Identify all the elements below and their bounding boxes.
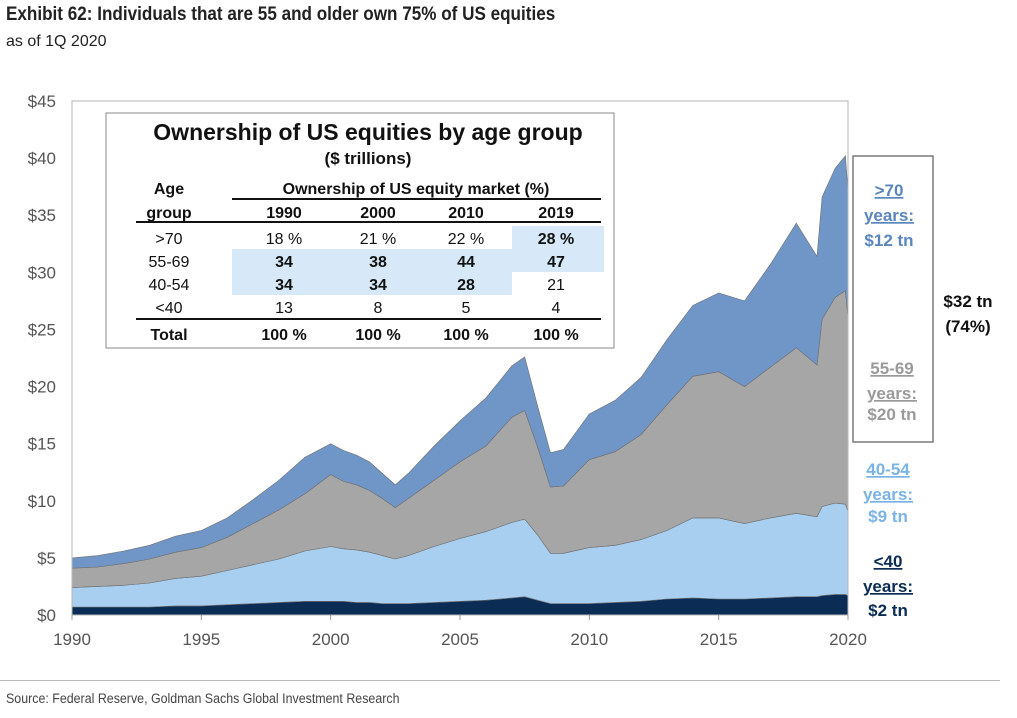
x-tick-label: 1995 [182,630,220,649]
source-divider [0,680,1000,681]
side-label-gt70: years: [864,206,914,225]
ownership-cell: 47 [547,254,565,271]
y-tick-label: $15 [28,435,56,454]
y-tick-label: $25 [28,320,56,339]
side-label-total: $32 tn [943,292,992,311]
ownership-cell: 18 % [266,231,302,248]
highlight-cell [512,249,604,272]
year-header: 1990 [266,205,302,222]
total-cell: 100 % [355,327,400,344]
year-header: 2019 [538,205,574,222]
side-label-a40_54: years: [863,485,913,504]
x-tick-label: 2005 [441,630,479,649]
side-label-lt40: <40 [874,552,903,571]
side-label-gt70: $12 tn [864,231,913,250]
ownership-cell: 34 [275,254,293,271]
side-label-total: (74%) [945,317,990,336]
ownership-cell: 34 [275,277,293,294]
ownership-cell: 38 [369,254,387,271]
year-header: 2010 [448,205,484,222]
total-cell: 100 % [533,327,578,344]
ownership-header: Ownership of US equity market (%) [283,181,550,198]
ownership-cell: 34 [369,277,387,294]
y-tick-label: $5 [37,549,56,568]
x-tick-label: 1990 [53,630,91,649]
y-axis-ticks: $0 $5 $10 $15 $20 $25 $30 $35 $40 $45 [28,92,56,625]
age-group-label: 55-69 [149,254,190,271]
ownership-cell: 13 [275,300,293,317]
ownership-cell: 28 % [538,231,574,248]
highlight-cell [512,226,604,249]
x-tick-label: 2020 [829,630,867,649]
callout-box [852,155,934,443]
ownership-cell: 5 [462,300,471,317]
x-tick-label: 2000 [312,630,350,649]
y-tick-label: $40 [28,149,56,168]
side-label-a40_54: 40-54 [866,460,910,479]
total-cell: 100 % [443,327,488,344]
x-tick-label: 2015 [700,630,738,649]
inset-table-title: Ownership of US equities by age group [153,119,582,145]
x-tick-label: 2010 [570,630,608,649]
highlight-cell [232,249,323,272]
side-label-a55_69: years: [867,384,917,403]
highlight-cell [323,272,416,295]
age-group-label: >70 [155,231,182,248]
highlight-cell [416,272,512,295]
y-tick-label: $30 [28,263,56,282]
stacked-area-chart: $0 $5 $10 $15 $20 $25 $30 $35 $40 $45 1990 1995 200… [28,92,993,649]
age-header: group [146,205,192,222]
exhibit-title: Exhibit 62: Individuals that are 55 and … [6,4,556,25]
age-header: Age [154,181,184,198]
y-tick-label: $20 [28,378,56,397]
inset-table-subtitle: ($ trillions) [325,149,412,168]
highlight-cell [232,272,323,295]
age-group-label: <40 [155,300,182,317]
total-label: Total [150,327,187,344]
year-header: 2000 [360,205,396,222]
side-label-lt40: $2 tn [868,601,908,620]
y-tick-label: $0 [37,606,56,625]
y-tick-label: $45 [28,92,56,111]
side-labels: >70 years: $12 tn 55-69 years: $20 tn 40-54 yea… [863,181,993,620]
side-label-a55_69: 55-69 [870,359,913,378]
ownership-cell: 44 [457,254,475,271]
highlight-cell [323,249,416,272]
ownership-cell: 21 [547,277,565,294]
age-group-label: 40-54 [149,277,190,294]
source-note: Source: Federal Reserve, Goldman Sachs G… [6,691,400,706]
ownership-cell: 22 % [448,231,484,248]
inset-ownership-table: Ownership of US equities by age group ($ … [105,112,615,349]
side-label-lt40: years: [863,577,913,596]
ownership-cell: 8 [374,300,383,317]
highlight-cell [416,249,512,272]
ownership-cell: 4 [552,300,561,317]
y-tick-label: $10 [28,492,56,511]
exhibit-subtitle: as of 1Q 2020 [6,33,107,50]
ownership-cell: 28 [457,277,475,294]
side-label-a40_54: $9 tn [868,507,908,526]
side-label-gt70: >70 [875,181,904,200]
x-axis-ticks: 1990 1995 2000 2005 2010 2015 2020 [53,615,867,649]
y-tick-label: $35 [28,206,56,225]
total-cell: 100 % [261,327,306,344]
ownership-cell: 21 % [360,231,396,248]
side-label-a55_69: $20 tn [867,405,916,424]
